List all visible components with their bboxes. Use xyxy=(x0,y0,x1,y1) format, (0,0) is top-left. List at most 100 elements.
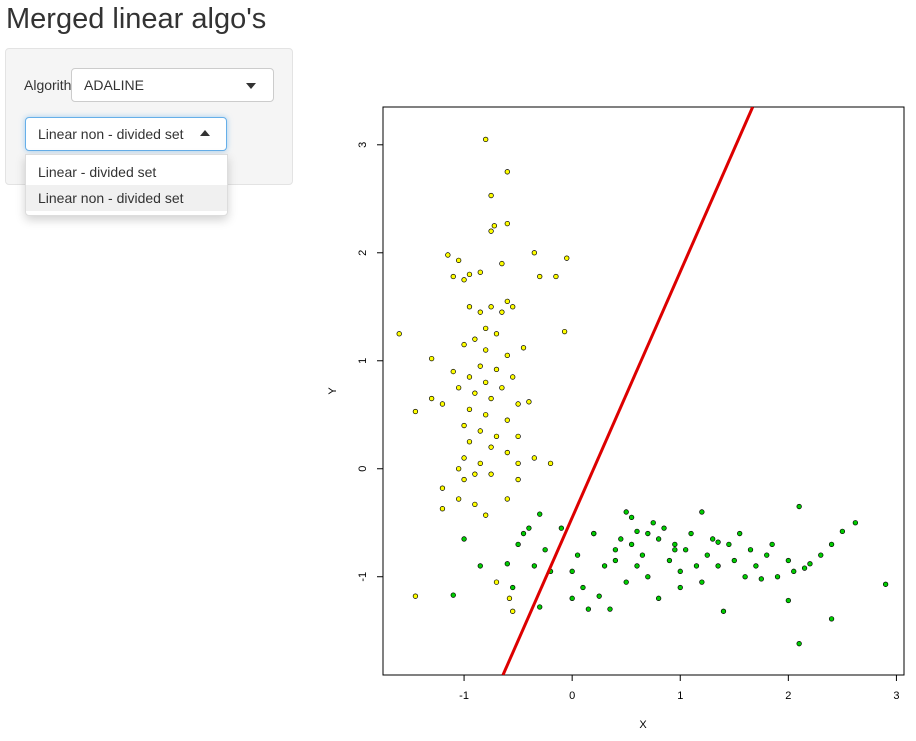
point xyxy=(612,557,619,564)
point xyxy=(764,552,770,558)
point xyxy=(493,366,500,373)
point xyxy=(466,439,473,445)
point xyxy=(466,406,473,413)
point xyxy=(526,399,532,405)
point xyxy=(672,547,678,553)
point xyxy=(731,557,737,564)
x-tick-label: -1 xyxy=(459,690,469,702)
point xyxy=(688,530,694,537)
point xyxy=(515,460,521,466)
point xyxy=(655,595,662,601)
dropdown-option[interactable]: Linear - divided set xyxy=(38,164,157,180)
point xyxy=(483,379,489,386)
point xyxy=(882,581,889,587)
point xyxy=(461,341,467,348)
point xyxy=(456,466,462,472)
point xyxy=(493,579,500,585)
point xyxy=(852,520,859,526)
point xyxy=(520,530,527,537)
point xyxy=(510,374,516,380)
point xyxy=(531,455,537,461)
point xyxy=(439,506,446,512)
point xyxy=(542,547,548,553)
plot-frame xyxy=(382,106,905,676)
point xyxy=(466,374,473,380)
point xyxy=(623,509,629,515)
point xyxy=(715,539,721,545)
dataset-value: Linear non - divided set xyxy=(38,126,184,142)
point xyxy=(488,471,494,477)
point xyxy=(726,541,732,547)
x-tick-label: 0 xyxy=(569,690,575,702)
point xyxy=(488,228,494,234)
point xyxy=(483,347,489,353)
caret xyxy=(200,130,210,136)
point xyxy=(650,520,656,526)
point xyxy=(472,471,478,477)
algorithm-select[interactable]: ADALINE xyxy=(71,68,274,102)
point xyxy=(601,563,608,569)
point xyxy=(499,260,505,267)
point xyxy=(758,576,764,582)
point xyxy=(683,547,689,553)
dataset-select[interactable]: Linear non - divided set xyxy=(25,117,227,151)
point xyxy=(785,597,791,604)
point xyxy=(553,273,559,280)
point xyxy=(493,331,500,337)
point xyxy=(796,503,802,510)
point xyxy=(828,616,835,622)
point xyxy=(531,563,537,569)
point xyxy=(466,304,473,310)
point xyxy=(504,561,510,567)
point xyxy=(477,363,483,369)
point xyxy=(461,422,467,429)
point xyxy=(466,271,473,278)
x-tick-label: 3 xyxy=(893,690,899,702)
point xyxy=(491,223,497,229)
point xyxy=(472,501,478,508)
point xyxy=(693,563,700,569)
point xyxy=(561,328,568,335)
dropdown-option[interactable]: Linear non - divided set xyxy=(26,185,227,211)
point xyxy=(461,455,467,461)
point xyxy=(504,449,510,456)
point xyxy=(677,568,683,574)
point xyxy=(807,561,813,567)
point xyxy=(774,574,781,580)
point xyxy=(515,541,521,547)
point xyxy=(537,511,543,517)
point xyxy=(634,563,640,569)
point xyxy=(483,512,489,518)
point xyxy=(769,541,775,547)
y-tick-label: 1 xyxy=(357,358,369,364)
point xyxy=(461,536,467,542)
point xyxy=(531,250,537,256)
point xyxy=(439,401,446,407)
y-tick-label: 0 xyxy=(357,466,369,472)
point xyxy=(569,568,575,574)
point xyxy=(618,536,624,542)
point xyxy=(591,530,597,537)
point xyxy=(477,563,483,569)
point xyxy=(704,552,710,558)
point xyxy=(412,593,419,599)
point xyxy=(510,608,516,614)
caret xyxy=(246,83,256,89)
point xyxy=(456,257,462,263)
page-title: Merged linear algo's xyxy=(6,3,267,35)
point xyxy=(537,604,543,610)
point xyxy=(515,433,521,440)
point xyxy=(666,557,673,564)
y-axis-label: Y xyxy=(327,387,339,395)
point xyxy=(699,579,705,585)
point xyxy=(456,496,462,502)
point xyxy=(639,552,646,558)
point xyxy=(796,641,802,647)
point xyxy=(428,355,435,362)
point xyxy=(839,528,846,535)
y-tick-label: 2 xyxy=(357,250,369,256)
point xyxy=(477,460,483,466)
point xyxy=(537,273,543,280)
point xyxy=(580,584,586,591)
point xyxy=(439,485,446,491)
